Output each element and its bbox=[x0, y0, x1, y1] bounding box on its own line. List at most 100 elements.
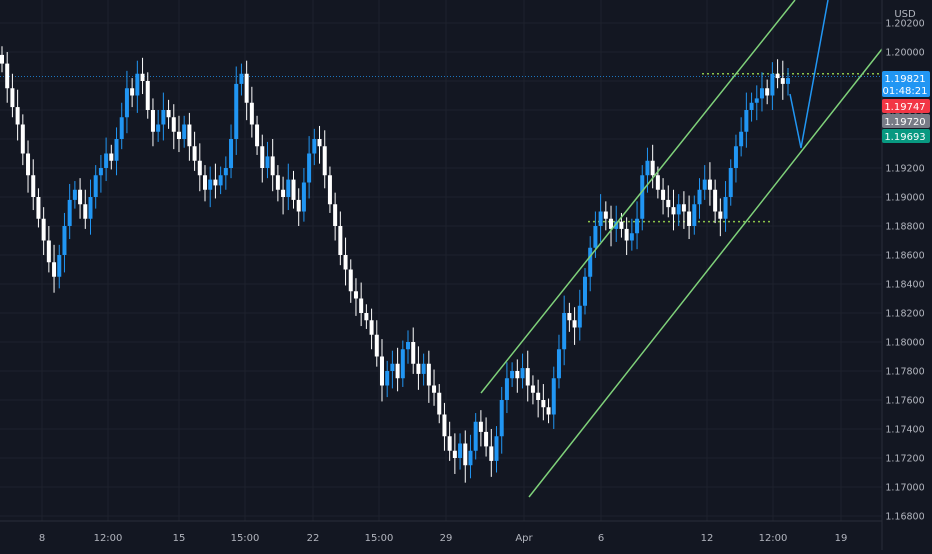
time-tick-label: 6 bbox=[598, 533, 604, 544]
candle-body bbox=[62, 226, 67, 255]
candle-body bbox=[229, 139, 234, 168]
candle-body bbox=[406, 342, 411, 350]
time-tick-label: 15 bbox=[173, 533, 186, 544]
candle-body bbox=[421, 363, 426, 374]
candle-body bbox=[728, 168, 733, 197]
candle-body bbox=[218, 175, 223, 186]
currency-label: USD bbox=[894, 9, 916, 20]
candle-body bbox=[395, 363, 400, 379]
candle-body bbox=[780, 78, 785, 84]
candle-body bbox=[442, 414, 447, 437]
candle-body bbox=[765, 88, 770, 96]
candle-body bbox=[5, 63, 10, 89]
drawing-tools[interactable] bbox=[480, 0, 883, 498]
last-price-value: 1.19821 bbox=[884, 74, 925, 85]
candle-body bbox=[666, 199, 671, 208]
candle-body bbox=[255, 124, 260, 147]
candle-body bbox=[270, 156, 275, 176]
candle-body bbox=[286, 179, 291, 197]
candle-body bbox=[182, 124, 187, 139]
candle-body bbox=[671, 207, 676, 215]
candle-body bbox=[0, 54, 4, 64]
candle-body bbox=[312, 139, 317, 154]
candle-body bbox=[546, 407, 551, 415]
time-tick-label: 12:00 bbox=[759, 533, 788, 544]
candle-body bbox=[203, 175, 208, 190]
price-tick-label: 1.17800 bbox=[885, 367, 924, 378]
candle-body bbox=[161, 110, 166, 125]
candle-body bbox=[702, 179, 707, 190]
candle-body bbox=[327, 175, 332, 205]
candle-body bbox=[411, 342, 416, 364]
candle-body bbox=[400, 349, 405, 379]
candle-body bbox=[588, 247, 593, 277]
candle-body bbox=[598, 211, 603, 226]
candle-body bbox=[447, 436, 452, 451]
price-tick-label: 1.18000 bbox=[885, 338, 924, 349]
candle-body bbox=[379, 356, 384, 386]
candle-body bbox=[624, 228, 629, 241]
candle-body bbox=[478, 421, 483, 432]
candle-body bbox=[72, 189, 77, 200]
candle-body bbox=[333, 204, 338, 226]
price-badge-teal-bg bbox=[882, 129, 930, 143]
candle-body bbox=[515, 371, 520, 379]
candle-body bbox=[52, 262, 57, 277]
candle-body bbox=[775, 73, 780, 79]
candle-body bbox=[171, 117, 176, 132]
candle-body bbox=[739, 131, 744, 147]
candle-body bbox=[692, 204, 697, 226]
time-tick-label: 12:00 bbox=[94, 533, 123, 544]
candle-body bbox=[530, 385, 535, 393]
candles bbox=[0, 46, 790, 483]
price-badge-red-value: 1.19747 bbox=[884, 102, 925, 113]
candle-body bbox=[489, 446, 494, 461]
candle-body bbox=[525, 368, 530, 386]
channel-lower-line[interactable] bbox=[528, 48, 883, 498]
candle-body bbox=[629, 233, 634, 241]
candle-body bbox=[26, 153, 31, 176]
time-axis-labels[interactable]: 8 12:00 15 15:00 22 15:00 29 Apr 6 12 12:00 19 bbox=[39, 533, 848, 544]
candle-body bbox=[176, 131, 181, 139]
time-tick-label: 8 bbox=[39, 533, 45, 544]
candle-body bbox=[614, 221, 619, 229]
projection-path[interactable] bbox=[789, 0, 829, 149]
time-tick-label: 15:00 bbox=[365, 533, 394, 544]
price-badge-gray-value: 1.19720 bbox=[884, 117, 925, 128]
candle-body bbox=[93, 175, 98, 197]
candle-body bbox=[353, 291, 358, 299]
candle-body bbox=[322, 146, 327, 176]
candle-body bbox=[156, 124, 161, 132]
candle-body bbox=[104, 153, 109, 168]
price-tick-label: 1.17400 bbox=[885, 425, 924, 436]
candle-body bbox=[504, 378, 509, 400]
candle-body bbox=[208, 179, 213, 190]
candle-body bbox=[484, 431, 489, 447]
candle-body bbox=[759, 88, 764, 99]
candle-body bbox=[140, 73, 145, 81]
candle-body bbox=[249, 102, 254, 125]
candle-body bbox=[265, 156, 270, 168]
candle-body bbox=[572, 320, 577, 328]
price-tick-label: 1.17600 bbox=[885, 396, 924, 407]
candle-body bbox=[343, 255, 348, 270]
time-tick-label: 19 bbox=[835, 533, 848, 544]
candle-body bbox=[78, 189, 83, 205]
last-price-badge: 1.19821 01:48:21 bbox=[882, 71, 930, 97]
candle-body bbox=[15, 107, 20, 125]
channel-upper-line[interactable] bbox=[480, 0, 796, 394]
price-badges: 1.19821 01:48:21 1.19747 1.19720 1.19693 bbox=[882, 71, 930, 143]
candle-body bbox=[681, 204, 686, 212]
candle-body bbox=[416, 363, 421, 374]
price-badge-teal: 1.19693 bbox=[882, 129, 930, 143]
candle-body bbox=[291, 179, 296, 200]
candle-body bbox=[754, 98, 759, 103]
candle-body bbox=[619, 221, 624, 229]
candle-body bbox=[582, 276, 587, 306]
candle-body bbox=[213, 179, 218, 186]
candle-body bbox=[83, 204, 88, 219]
price-tick-label: 1.17200 bbox=[885, 454, 924, 465]
candle-body bbox=[723, 197, 728, 219]
